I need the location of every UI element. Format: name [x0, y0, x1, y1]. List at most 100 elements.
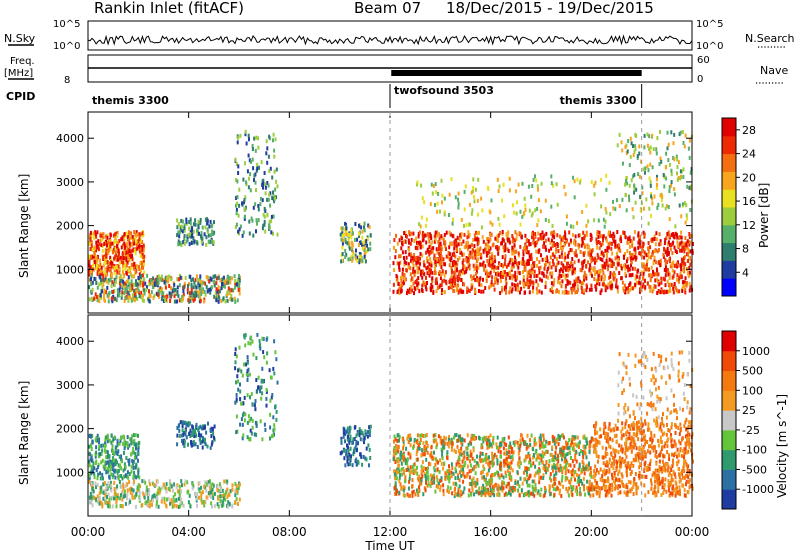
- range-gate-cell: [211, 427, 214, 431]
- range-gate-cell: [518, 464, 521, 469]
- range-gate-cell: [457, 197, 459, 202]
- range-gate-cell: [560, 238, 563, 242]
- range-gate-cell: [667, 251, 670, 255]
- range-gate-cell: [97, 462, 100, 467]
- range-gate-cell: [113, 487, 116, 491]
- range-gate-cell: [142, 283, 144, 288]
- range-gate-cell: [102, 273, 105, 278]
- range-gate-cell: [184, 432, 187, 437]
- range-gate-cell: [613, 270, 616, 275]
- range-gate-cell: [434, 433, 437, 438]
- range-gate-cell: [686, 184, 689, 189]
- range-gate-cell: [581, 266, 584, 270]
- range-gate-cell: [676, 165, 679, 170]
- range-gate-cell: [118, 454, 121, 459]
- range-gate-cell: [581, 210, 584, 214]
- range-gate-cell: [456, 267, 458, 272]
- range-gate-cell: [358, 433, 361, 438]
- range-gate-cell: [667, 230, 670, 235]
- range-gate-cell: [417, 266, 420, 271]
- range-gate-cell: [108, 501, 111, 506]
- range-gate-cell: [357, 460, 360, 465]
- range-gate-cell: [667, 158, 670, 163]
- range-gate-cell: [488, 248, 491, 253]
- range-gate-cell: [255, 168, 258, 173]
- range-gate-cell: [111, 261, 114, 266]
- nsearch-label: N.Search: [745, 32, 795, 45]
- range-gate-cell: [198, 425, 201, 430]
- range-gate-cell: [151, 498, 154, 503]
- range-gate-cell: [581, 290, 584, 294]
- range-gate-cell: [574, 442, 577, 447]
- range-gate-cell: [631, 243, 634, 248]
- range-gate-cell: [346, 454, 349, 458]
- range-gate-cell: [185, 217, 188, 222]
- range-gate-cell: [225, 277, 228, 282]
- range-gate-cell: [534, 235, 537, 239]
- range-gate-cell: [127, 250, 129, 255]
- range-gate-cell: [272, 214, 275, 219]
- range-gate-cell: [429, 234, 432, 239]
- range-gate-cell: [108, 462, 111, 467]
- range-gate-cell: [108, 454, 111, 459]
- range-gate-cell: [545, 470, 548, 475]
- range-gate-cell: [204, 437, 206, 442]
- range-gate-cell: [668, 189, 671, 194]
- range-gate-cell: [272, 428, 275, 433]
- range-gate-cell: [453, 289, 456, 293]
- range-gate-cell: [535, 178, 538, 183]
- range-gate-cell: [358, 234, 360, 238]
- range-gate-cell: [609, 284, 612, 289]
- range-gate-cell: [201, 426, 203, 431]
- range-gate-cell: [683, 249, 686, 254]
- range-gate-cell: [400, 246, 403, 251]
- range-gate-cell: [93, 296, 96, 301]
- range-gate-cell: [141, 231, 144, 236]
- range-gate-cell: [227, 286, 230, 291]
- range-gate-cell: [395, 233, 397, 238]
- range-gate-cell: [221, 488, 224, 493]
- range-gate-cell: [130, 437, 133, 442]
- range-gate-cell: [503, 262, 506, 266]
- range-gate-cell: [671, 275, 674, 280]
- range-gate-cell: [180, 218, 183, 223]
- range-gate-cell: [199, 288, 202, 293]
- range-gate-cell: [564, 276, 567, 281]
- range-gate-cell: [640, 285, 643, 290]
- range-gate-cell: [132, 465, 135, 470]
- range-gate-cell: [433, 468, 436, 473]
- range-gate-cell: [209, 482, 212, 487]
- range-gate-cell: [419, 224, 422, 229]
- range-gate-cell: [124, 262, 127, 267]
- range-gate-cell: [491, 491, 494, 496]
- range-gate-cell: [529, 282, 532, 287]
- range-gate-cell: [511, 245, 514, 250]
- range-gate-cell: [408, 290, 411, 295]
- range-gate-cell: [627, 286, 629, 291]
- range-gate-cell: [155, 501, 158, 506]
- range-gate-cell: [666, 146, 669, 151]
- range-gate-cell: [227, 500, 230, 505]
- range-gate-cell: [405, 261, 408, 266]
- range-gate-cell: [127, 278, 130, 283]
- range-gate-cell: [661, 203, 664, 208]
- range-gate-cell: [339, 451, 342, 456]
- range-gate-cell: [246, 360, 249, 365]
- range-gate-cell: [204, 281, 207, 286]
- range-gate-cell: [541, 278, 543, 283]
- range-gate-cell: [189, 234, 192, 239]
- range-gate-cell: [255, 135, 258, 140]
- range-gate-cell: [454, 283, 457, 288]
- range-gate-cell: [112, 265, 115, 270]
- range-gate-cell: [120, 459, 123, 464]
- range-gate-cell: [355, 448, 358, 453]
- range-gate-cell: [401, 283, 403, 288]
- range-gate-cell: [110, 483, 113, 488]
- range-gate-cell: [642, 167, 645, 172]
- range-gate-cell: [454, 260, 457, 265]
- range-gate-cell: [562, 236, 564, 241]
- range-gate-cell: [239, 133, 242, 138]
- range-gate-cell: [241, 413, 244, 418]
- range-gate-cell: [142, 293, 144, 298]
- range-gate-cell: [498, 246, 501, 250]
